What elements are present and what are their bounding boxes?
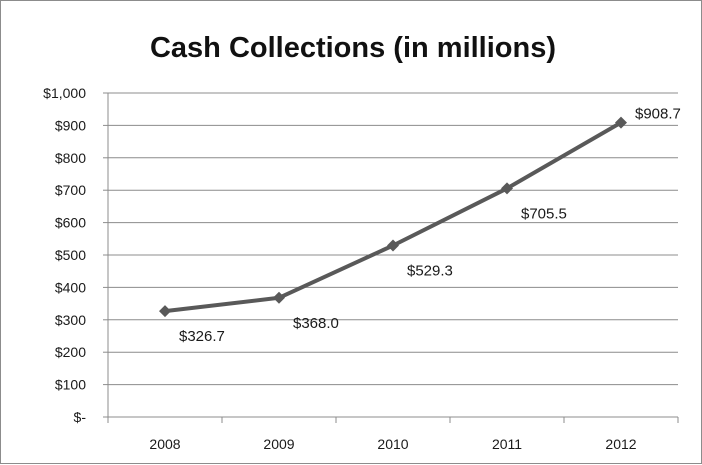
x-tick-labels: 2008 2009 2010 2011 2012 [149,436,636,452]
x-tick-label: 2009 [263,436,294,452]
data-point-marker [273,291,285,304]
y-tick-label: $- [74,409,87,425]
x-tick-label: 2008 [149,436,180,452]
data-labels: $326.7 $368.0 $529.3 $705.5 $908.7 [179,106,681,346]
y-tick-label: $300 [55,312,86,328]
y-tick-label: $1,000 [43,85,86,101]
y-tick-label: $200 [55,344,86,360]
data-label: $529.3 [407,263,453,280]
y-tick-label: $400 [55,279,86,295]
data-label: $705.5 [521,205,567,222]
x-tick-label: 2011 [492,436,522,452]
gridlines [108,92,678,386]
y-tick-label: $600 [55,215,86,231]
data-point-marker [615,116,627,129]
y-tick-label: $800 [55,150,86,166]
y-tick-label: $100 [55,377,86,393]
data-label: $908.7 [635,106,681,123]
axes [103,92,679,423]
data-markers [159,116,627,318]
y-tick-label: $700 [55,182,86,198]
x-tick-label: 2010 [377,436,408,452]
data-point-marker [387,239,399,252]
y-tick-label: $900 [55,117,86,133]
y-tick-label: $500 [55,247,86,263]
y-tick-labels: $- $100 $200 $300 $400 $500 $600 $700 $800 $900 $1… [43,85,86,425]
data-label: $326.7 [179,328,225,345]
chart-title: Cash Collections (in millions) [150,32,556,64]
data-label: $368.0 [293,315,339,332]
data-point-marker [501,182,513,195]
x-tick-label: 2012 [605,436,636,452]
data-point-marker [159,305,171,318]
